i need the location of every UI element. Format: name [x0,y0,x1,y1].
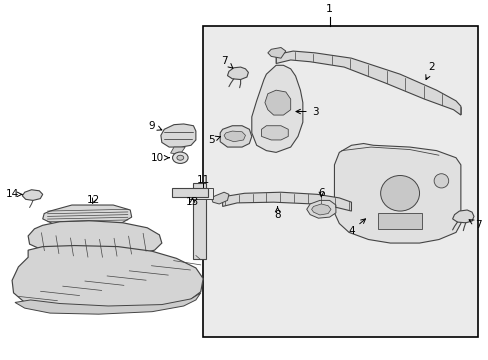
Polygon shape [12,246,203,311]
Bar [193,183,205,259]
Text: 3: 3 [295,107,318,117]
Text: 6: 6 [317,188,324,198]
Polygon shape [311,204,330,215]
Text: 9: 9 [148,121,162,131]
Text: 4: 4 [347,219,365,235]
Text: 12: 12 [87,195,100,206]
Bar [171,188,207,197]
Polygon shape [227,67,248,80]
Text: 13: 13 [185,197,199,207]
Text: 14: 14 [5,189,22,199]
Ellipse shape [380,176,419,211]
Text: 10: 10 [150,153,169,163]
Polygon shape [377,213,421,229]
Polygon shape [170,147,185,154]
Polygon shape [264,90,290,115]
Polygon shape [188,188,212,199]
Text: 7: 7 [468,220,481,230]
Polygon shape [267,48,285,58]
Polygon shape [452,210,473,223]
Text: 7: 7 [220,56,232,68]
Polygon shape [15,293,201,314]
Ellipse shape [433,174,448,188]
Polygon shape [220,126,251,147]
Polygon shape [28,221,162,255]
Bar [203,26,477,337]
Circle shape [172,152,188,163]
Text: 2: 2 [425,62,434,80]
Polygon shape [251,65,302,152]
Polygon shape [22,190,42,201]
Text: 8: 8 [274,207,280,220]
Polygon shape [276,51,460,115]
Polygon shape [224,131,245,142]
Polygon shape [261,126,287,140]
Polygon shape [42,205,131,225]
Text: 11: 11 [196,175,209,185]
Polygon shape [306,201,335,218]
Text: 1: 1 [325,4,332,14]
Polygon shape [334,144,460,243]
Polygon shape [161,124,196,147]
Polygon shape [222,192,351,211]
Text: 5: 5 [208,135,220,145]
Polygon shape [211,192,228,204]
Circle shape [177,155,183,160]
